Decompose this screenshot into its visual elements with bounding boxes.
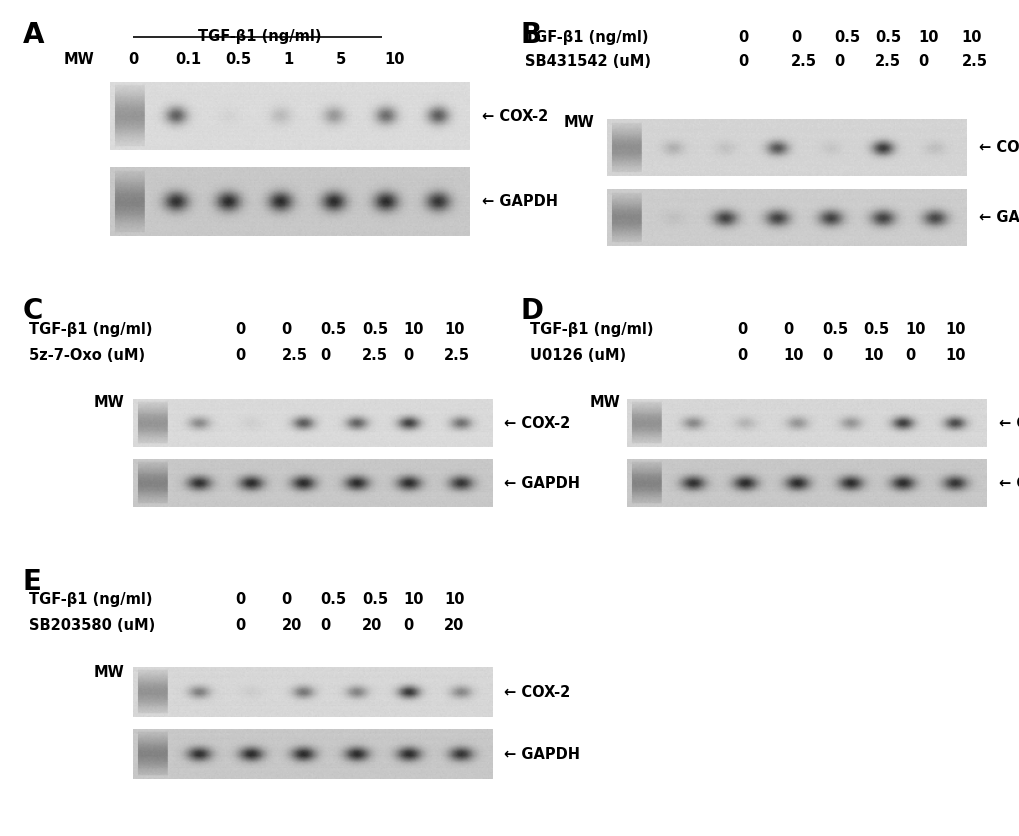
Text: 2.5: 2.5	[961, 54, 986, 69]
Text: 0: 0	[917, 54, 927, 69]
Text: 0: 0	[736, 323, 747, 338]
Text: 2.5: 2.5	[443, 348, 470, 363]
Text: MW: MW	[63, 52, 95, 67]
Text: 0.5: 0.5	[362, 323, 387, 338]
Text: 0: 0	[404, 618, 414, 633]
Text: ← COX-2: ← COX-2	[977, 140, 1019, 155]
Text: 0: 0	[128, 52, 139, 67]
Text: ← GAPDH: ← GAPDH	[977, 210, 1019, 225]
Text: 0: 0	[234, 348, 246, 363]
Text: TGF-β1 (ng/ml): TGF-β1 (ng/ml)	[29, 593, 152, 608]
Text: ← COX-2: ← COX-2	[998, 415, 1019, 431]
Text: 10: 10	[905, 323, 925, 338]
Text: E: E	[22, 568, 42, 596]
Text: 10: 10	[945, 323, 965, 338]
Text: 2.5: 2.5	[874, 54, 901, 69]
Text: 10: 10	[917, 30, 937, 45]
Text: 0.5: 0.5	[821, 323, 847, 338]
Text: ← GAPDH: ← GAPDH	[503, 747, 580, 762]
Text: 20: 20	[362, 618, 382, 633]
Text: 0.5: 0.5	[863, 323, 889, 338]
Text: 2.5: 2.5	[362, 348, 387, 363]
Text: TGF-β1 (ng/ml): TGF-β1 (ng/ml)	[530, 323, 653, 338]
Text: 0: 0	[736, 348, 747, 363]
Text: 0: 0	[738, 54, 748, 69]
Text: 0: 0	[234, 323, 246, 338]
Text: 0: 0	[320, 618, 330, 633]
Text: 0: 0	[791, 30, 801, 45]
Text: 0.5: 0.5	[874, 30, 901, 45]
Text: MW: MW	[94, 665, 124, 680]
Text: 0: 0	[738, 30, 748, 45]
Text: 0.5: 0.5	[225, 52, 251, 67]
Text: ← COX-2: ← COX-2	[503, 685, 570, 700]
Text: ← COX-2: ← COX-2	[503, 415, 570, 431]
Text: 10: 10	[961, 30, 981, 45]
Text: 0: 0	[821, 348, 832, 363]
Text: MW: MW	[94, 395, 124, 410]
Text: ← GAPDH: ← GAPDH	[998, 476, 1019, 491]
Text: TGF-β1 (ng/ml): TGF-β1 (ng/ml)	[525, 30, 648, 45]
Text: 0: 0	[404, 348, 414, 363]
Text: B: B	[520, 21, 541, 48]
Text: 0.5: 0.5	[320, 323, 345, 338]
Text: 0: 0	[281, 593, 291, 608]
Text: 10: 10	[404, 323, 424, 338]
Text: TGF-β1 (ng/ml): TGF-β1 (ng/ml)	[198, 29, 322, 44]
Text: 2.5: 2.5	[281, 348, 307, 363]
Text: 0: 0	[905, 348, 915, 363]
Text: 10: 10	[945, 348, 965, 363]
Text: 5z-7-Oxo (uM): 5z-7-Oxo (uM)	[29, 348, 145, 363]
Text: SB203580 (uM): SB203580 (uM)	[29, 618, 155, 633]
Text: MW: MW	[589, 395, 620, 410]
Text: TGF-β1 (ng/ml): TGF-β1 (ng/ml)	[29, 323, 152, 338]
Text: 10: 10	[404, 593, 424, 608]
Text: 0.5: 0.5	[320, 593, 345, 608]
Text: ← GAPDH: ← GAPDH	[503, 476, 580, 491]
Text: ← COX-2: ← COX-2	[481, 109, 547, 124]
Text: 10: 10	[863, 348, 883, 363]
Text: 0.5: 0.5	[362, 593, 387, 608]
Text: 10: 10	[443, 593, 464, 608]
Text: 0: 0	[234, 618, 246, 633]
Text: A: A	[22, 21, 44, 48]
Text: 0.1: 0.1	[174, 52, 201, 67]
Text: 20: 20	[443, 618, 464, 633]
Text: 0: 0	[281, 323, 291, 338]
Text: 0: 0	[234, 593, 246, 608]
Text: 0.5: 0.5	[834, 30, 860, 45]
Text: SB431542 (uM): SB431542 (uM)	[525, 54, 651, 69]
Text: 0: 0	[783, 323, 793, 338]
Text: MW: MW	[564, 115, 594, 130]
Text: U0126 (uM): U0126 (uM)	[530, 348, 626, 363]
Text: 2.5: 2.5	[791, 54, 816, 69]
Text: D: D	[520, 297, 543, 324]
Text: 0: 0	[834, 54, 844, 69]
Text: 0: 0	[320, 348, 330, 363]
Text: 10: 10	[783, 348, 803, 363]
Text: 5: 5	[335, 52, 345, 67]
Text: ← GAPDH: ← GAPDH	[481, 194, 557, 209]
Text: 10: 10	[443, 323, 464, 338]
Text: C: C	[22, 297, 43, 324]
Text: 1: 1	[283, 52, 293, 67]
Text: 20: 20	[281, 618, 302, 633]
Text: 10: 10	[384, 52, 405, 67]
